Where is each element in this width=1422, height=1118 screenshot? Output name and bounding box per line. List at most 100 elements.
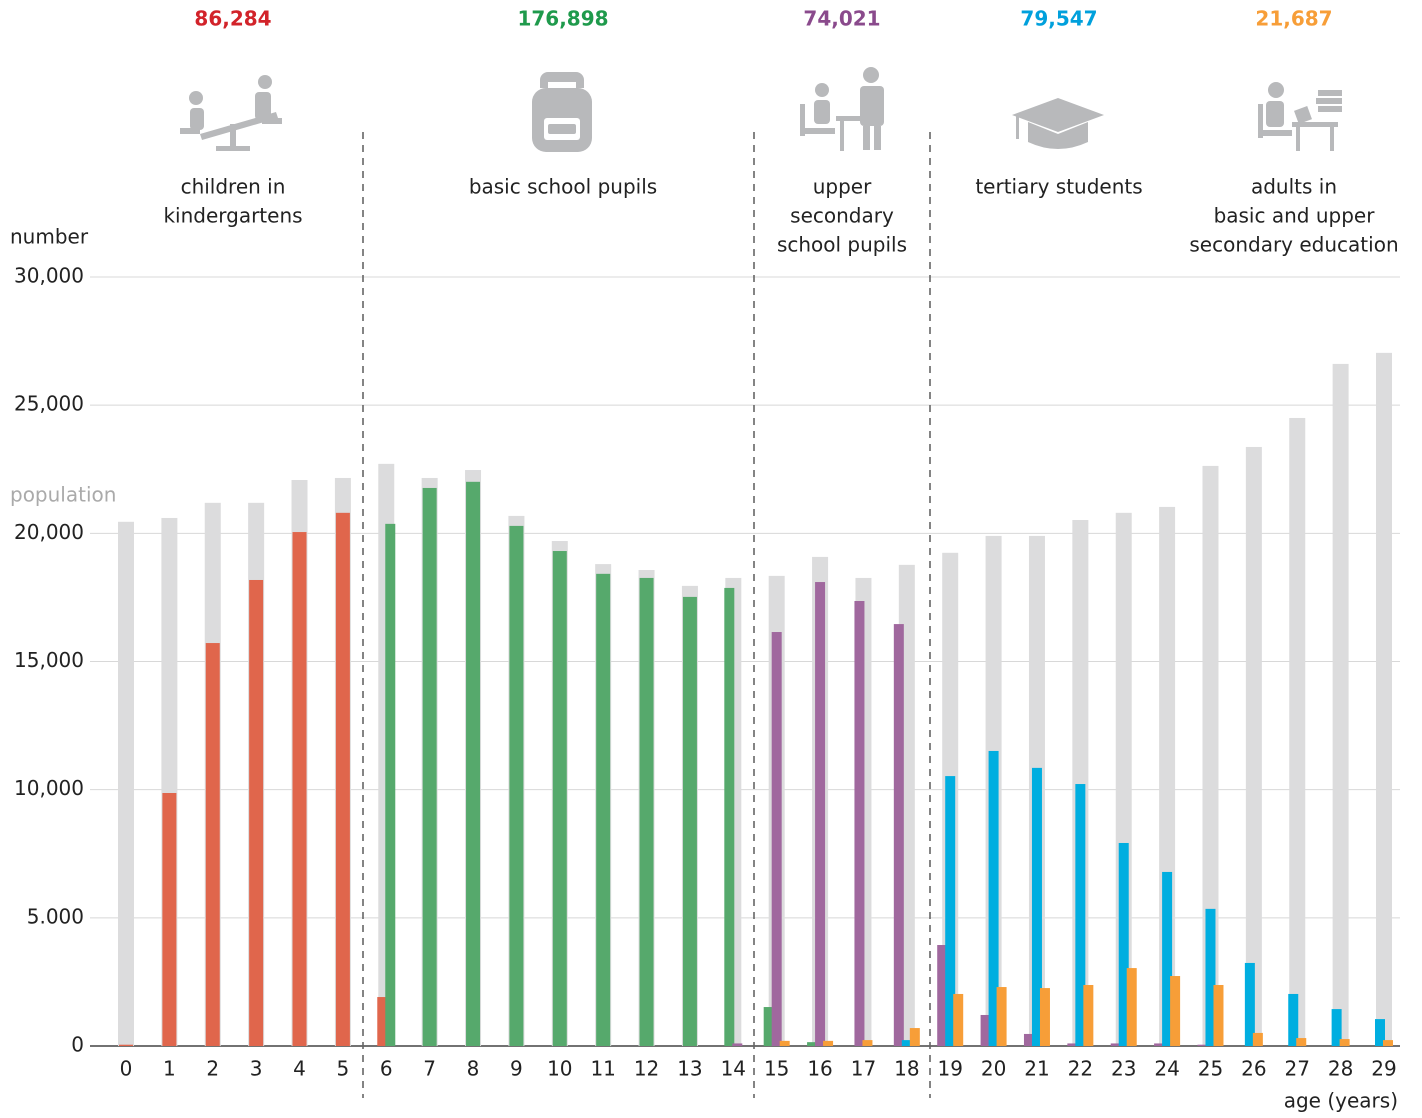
bar: [862, 1040, 873, 1046]
y-tick-label: 5.000: [27, 904, 84, 928]
bar: [937, 945, 948, 1046]
x-tick-label: 6: [380, 1057, 393, 1081]
bar: [1296, 1038, 1307, 1046]
bar: [779, 1040, 790, 1046]
bar: [807, 1042, 818, 1046]
bar: [1118, 842, 1129, 1046]
group-separators: [362, 132, 931, 1098]
x-tick-label: 15: [764, 1057, 789, 1081]
group-label: upper: [813, 175, 872, 199]
bar: [682, 596, 697, 1046]
x-tick-label: 23: [1111, 1057, 1136, 1081]
x-tick-label: 14: [721, 1057, 746, 1081]
group-label: tertiary students: [975, 175, 1142, 199]
bar: [639, 577, 654, 1046]
bar: [1331, 1009, 1342, 1046]
bar: [1213, 984, 1224, 1046]
bar: [1383, 1040, 1393, 1046]
bar: [1375, 1019, 1385, 1046]
bar: [377, 997, 388, 1046]
x-tick-label: 3: [250, 1057, 263, 1081]
bar: [1126, 968, 1137, 1046]
bar: [1083, 984, 1094, 1046]
bar: [1244, 962, 1255, 1046]
bar: [1252, 1032, 1263, 1046]
population-bar: [1202, 465, 1219, 1046]
x-tick-label: 29: [1371, 1057, 1396, 1081]
y-tick-label: 30,000: [14, 264, 84, 288]
bar: [1067, 1043, 1078, 1046]
group-total: 86,284: [194, 7, 271, 31]
x-axis-label: age (years): [1284, 1089, 1398, 1113]
bar: [422, 487, 437, 1046]
bar: [1197, 1044, 1208, 1046]
bar: [466, 481, 481, 1047]
group-label: adults in: [1251, 175, 1337, 199]
x-tick-label: 2: [206, 1057, 219, 1081]
population-bar: [1289, 417, 1306, 1046]
group-label: basic school pupils: [469, 175, 657, 199]
icon-backpack: [532, 72, 592, 152]
x-tick-label: 22: [1068, 1057, 1093, 1081]
y-axis-label: number: [10, 225, 89, 249]
bar: [1288, 993, 1299, 1046]
x-tick-label: 20: [981, 1057, 1006, 1081]
x-tick-label: 19: [937, 1057, 962, 1081]
y-tick-label: 0: [71, 1033, 84, 1057]
group-total: 79,547: [1020, 7, 1097, 31]
x-tick-label: 9: [510, 1057, 523, 1081]
bar: [909, 1028, 920, 1046]
icon-kindergarten: [180, 75, 282, 151]
bar: [945, 776, 956, 1046]
x-tick-label: 25: [1198, 1057, 1223, 1081]
x-tick-label: 17: [851, 1057, 876, 1081]
bar: [953, 993, 964, 1046]
bar: [249, 579, 264, 1046]
bar: [1110, 1043, 1121, 1046]
x-tick-label: 28: [1328, 1057, 1353, 1081]
bar: [1075, 784, 1086, 1046]
x-tick-label: 26: [1241, 1057, 1266, 1081]
x-tick-label: 13: [677, 1057, 702, 1081]
x-tick-label: 11: [590, 1057, 615, 1081]
group-label: basic and upper: [1214, 204, 1376, 228]
population-bar: [1376, 352, 1392, 1047]
bar: [771, 632, 782, 1046]
icon-adult: [1258, 82, 1342, 151]
bar: [901, 1040, 912, 1046]
x-tick-label: 21: [1024, 1057, 1049, 1081]
group-label: kindergartens: [163, 204, 302, 228]
bar: [893, 624, 904, 1046]
bar: [996, 987, 1007, 1046]
bar: [162, 792, 177, 1046]
group-label: school pupils: [777, 233, 907, 257]
bar: [763, 1007, 774, 1046]
group-total: 74,021: [803, 7, 880, 31]
bar: [1170, 976, 1181, 1046]
bar: [815, 582, 826, 1046]
population-bar: [1245, 446, 1262, 1047]
bar: [292, 532, 307, 1046]
x-tick-label: 7: [423, 1057, 436, 1081]
x-tick-label: 16: [807, 1057, 832, 1081]
x-tick-label: 10: [547, 1057, 572, 1081]
y-tick-label: 15,000: [14, 648, 84, 672]
bar: [1205, 908, 1216, 1046]
x-tick-label: 5: [337, 1057, 350, 1081]
bar: [596, 573, 611, 1046]
x-tick-label: 24: [1154, 1057, 1179, 1081]
x-tick-label: 12: [634, 1057, 659, 1081]
bar: [988, 750, 999, 1046]
x-tick-label: 0: [120, 1057, 133, 1081]
bar: [1023, 1033, 1034, 1046]
bar: [1162, 871, 1173, 1046]
bar: [1039, 988, 1050, 1046]
population-bar: [1332, 363, 1349, 1047]
bar: [119, 1044, 133, 1046]
bar: [823, 1040, 834, 1046]
plot: 0 5.000 10,000 15,000 20,000 25,000 30,000 86,2…: [14, 7, 1400, 1081]
bar: [205, 643, 220, 1046]
icon-upper-secondary: [800, 67, 884, 151]
x-tick-label: 8: [467, 1057, 480, 1081]
